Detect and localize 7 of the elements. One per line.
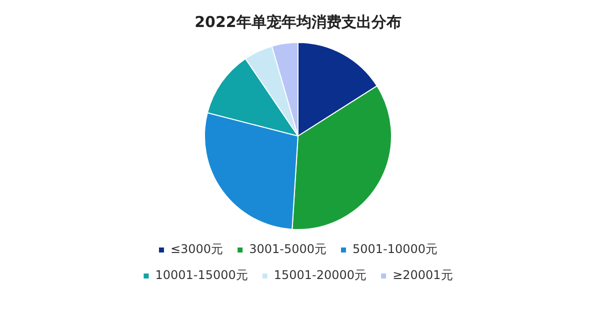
legend-label: ≤3000元 (170, 242, 224, 256)
legend-label: 10001-15000元 (155, 268, 248, 282)
chart-title: 2022年单宠年均消费支出分布 (194, 12, 402, 31)
legend-label: 3001-5000元 (249, 242, 326, 256)
legend-label: 15001-20000元 (274, 268, 367, 282)
legend-label: ≥20001元 (392, 268, 453, 282)
legend-label: 5001-10000元 (352, 242, 438, 256)
